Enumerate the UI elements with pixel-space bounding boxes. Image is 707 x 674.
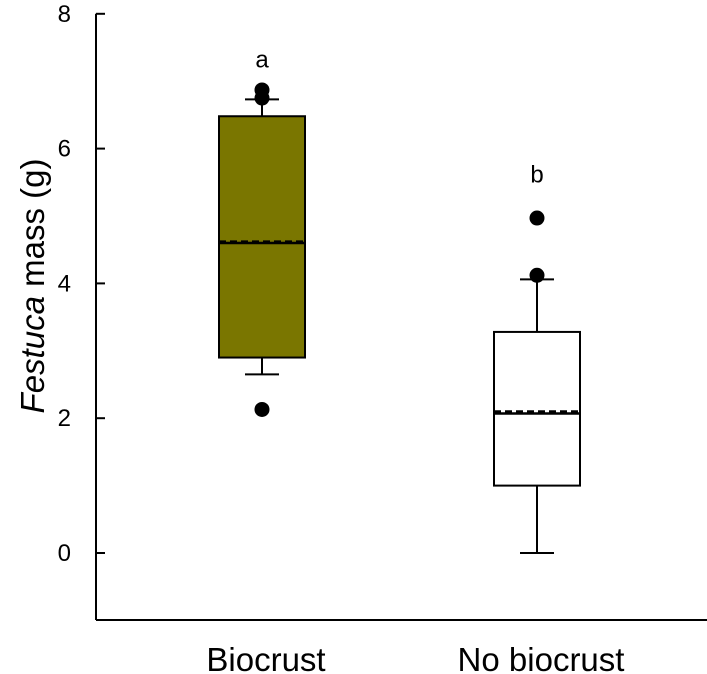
y-tick-label: 2 — [58, 405, 71, 432]
outlier-point — [254, 401, 270, 417]
y-tick-label: 6 — [58, 136, 71, 163]
outlier-point — [529, 267, 545, 283]
x-category-label: No biocrust — [458, 641, 625, 674]
axes — [95, 13, 707, 621]
y-tick-label: 4 — [58, 270, 71, 297]
significance-label: a — [255, 47, 269, 74]
y-tick-label: 0 — [58, 540, 71, 567]
boxes: a Biocrust b No biocrust — [206, 47, 624, 674]
box-no-biocrust: b No biocrust — [458, 161, 625, 674]
box-body — [493, 330, 581, 487]
y-ticks: 0 2 4 6 8 — [58, 1, 105, 567]
y-tick-label: 8 — [58, 1, 71, 28]
y-axis-label-rest: mass (g) — [14, 159, 51, 297]
y-axis-label-italic: Festuca — [14, 296, 51, 413]
significance-label: b — [530, 161, 543, 188]
outlier-point — [254, 82, 270, 98]
box-body — [218, 115, 306, 359]
x-category-label: Biocrust — [206, 641, 325, 674]
outlier-point — [529, 210, 545, 226]
labels: Festuca mass (g) — [14, 159, 51, 414]
box-biocrust: a Biocrust — [206, 47, 325, 674]
y-axis-label: Festuca mass (g) — [14, 159, 51, 414]
